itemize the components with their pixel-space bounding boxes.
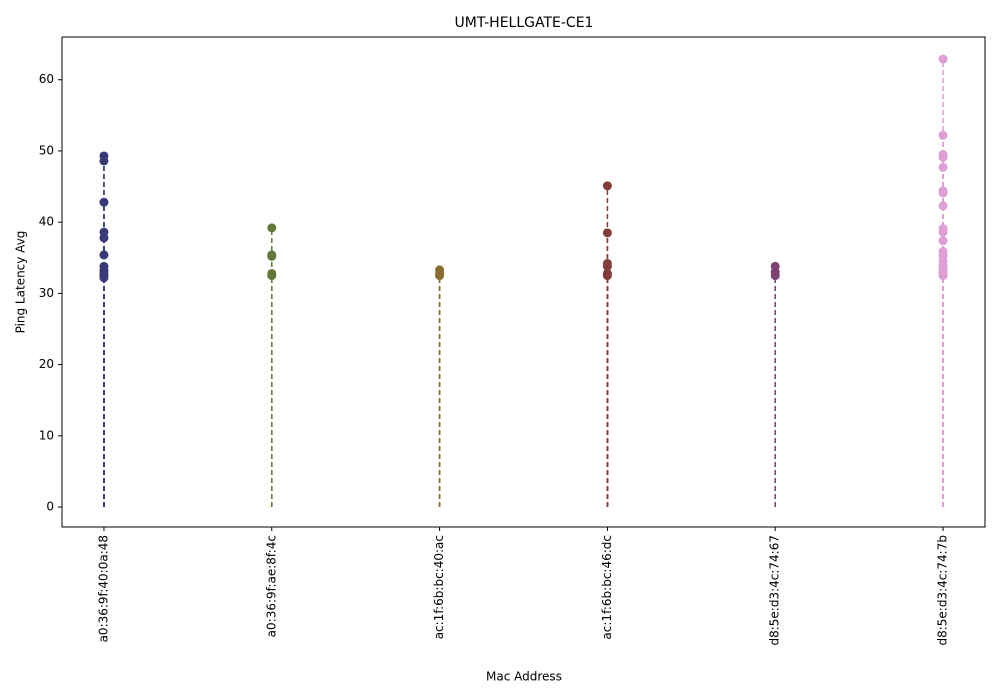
- stem-marker: [267, 223, 277, 233]
- y-axis-label: Ping Latency Avg: [14, 231, 28, 334]
- x-tick-label: d8:5e:d3:4c:74:7b: [936, 535, 950, 646]
- chart-title: UMT-HELLGATE-CE1: [455, 15, 594, 31]
- stem-marker: [99, 197, 109, 207]
- y-tick-label: 50: [39, 143, 54, 157]
- stem-marker: [602, 228, 612, 238]
- stem-marker: [602, 271, 612, 281]
- stem-marker: [99, 273, 109, 283]
- y-tick-label: 0: [46, 500, 54, 514]
- y-tick-label: 10: [39, 428, 54, 442]
- stem-marker: [938, 271, 948, 281]
- stem-marker: [938, 201, 948, 211]
- stem-marker: [938, 236, 948, 246]
- y-tick-label: 60: [39, 72, 54, 86]
- plot-frame: [61, 36, 986, 528]
- stem-marker: [938, 54, 948, 64]
- stem-marker: [602, 181, 612, 191]
- stem-marker: [770, 271, 780, 281]
- stem-marker: [938, 188, 948, 198]
- x-tick-label: ac:1f:6b:bc:46:dc: [600, 535, 614, 640]
- y-tick-label: 20: [39, 357, 54, 371]
- x-tick-label: a0:36:9f:40:0a:48: [96, 535, 110, 642]
- x-tick-label: ac:1f:6b:bc:40:ac: [432, 535, 446, 639]
- stem-marker: [938, 227, 948, 237]
- stem-marker: [938, 130, 948, 140]
- stem-marker: [99, 250, 109, 260]
- y-tick-label: 30: [39, 286, 54, 300]
- y-tick-label: 40: [39, 215, 54, 229]
- stem-marker: [267, 271, 277, 281]
- stem-marker: [938, 152, 948, 162]
- x-tick-label: d8:5e:d3:4c:74:67: [768, 535, 782, 646]
- x-axis-label: Mac Address: [486, 670, 562, 684]
- stem-marker: [267, 251, 277, 261]
- stem-marker: [99, 233, 109, 243]
- stem-marker: [938, 162, 948, 172]
- stem-marker: [435, 271, 445, 281]
- x-tick-label: a0:36:9f:ae:8f:4c: [264, 535, 278, 637]
- stem-marker: [602, 261, 612, 271]
- stem-marker: [99, 156, 109, 166]
